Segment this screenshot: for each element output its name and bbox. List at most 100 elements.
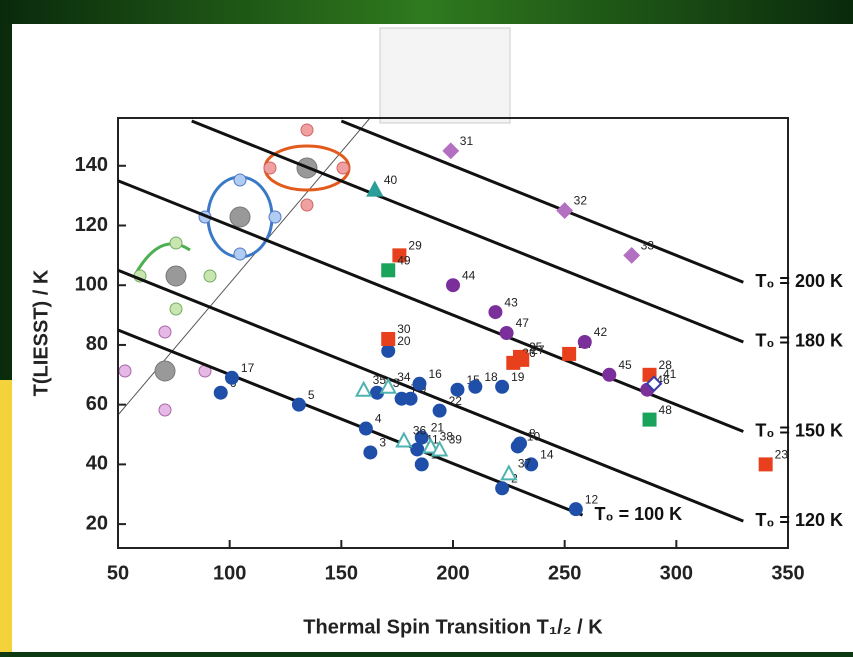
t0-line: [340, 119, 744, 284]
point-label: 10: [527, 430, 541, 444]
point: [450, 382, 465, 397]
point-label: 12: [585, 492, 599, 506]
point-label: 48: [659, 403, 673, 417]
point: [363, 445, 378, 460]
point-label: 44: [462, 268, 476, 282]
y-tick-label: 80: [86, 333, 108, 355]
point-label: 38: [440, 430, 454, 444]
point: [403, 391, 418, 406]
point: [381, 343, 396, 358]
point: [642, 412, 657, 427]
point-label: 34: [397, 370, 411, 384]
point-label: 27: [531, 343, 545, 357]
point-label: 49: [397, 253, 411, 267]
point: [358, 421, 373, 436]
point: [414, 430, 429, 445]
x-tick-label: 250: [548, 562, 581, 584]
point-label: 41: [663, 367, 677, 381]
side-strip: [0, 380, 14, 652]
point-label: 20: [397, 334, 411, 348]
point-label: 23: [775, 448, 789, 462]
point-label: 29: [408, 239, 422, 253]
point: [432, 403, 447, 418]
x-tick-label: 200: [436, 562, 469, 584]
t0-line: [117, 179, 744, 433]
point: [414, 457, 429, 472]
point-label: 25: [529, 340, 543, 354]
point: [513, 436, 527, 451]
x-tick-label: 100: [213, 562, 246, 584]
point: [602, 367, 617, 382]
point: [495, 481, 510, 496]
point-label: 14: [540, 448, 554, 462]
point-label: 22: [449, 394, 463, 408]
point-label: 18: [484, 370, 498, 384]
point: [430, 440, 449, 457]
x-tick-label: 350: [771, 562, 804, 584]
y-tick-label: 120: [75, 214, 108, 236]
point-label: 43: [504, 295, 518, 309]
point-label: 32: [574, 194, 588, 208]
x-tick-label: 150: [325, 562, 358, 584]
point-label: 47: [516, 316, 530, 330]
x-axis-label: Thermal Spin Transition T₁/₂ / K: [303, 616, 603, 638]
t0-label: T₀ = 120 K: [755, 510, 843, 530]
point-label: 28: [659, 358, 673, 372]
t0-line: [191, 119, 744, 344]
point-label: 21: [431, 421, 445, 435]
point-label: 30: [397, 322, 411, 336]
point: [468, 379, 483, 394]
point: [381, 331, 396, 346]
point-label: 35: [373, 373, 387, 387]
point: [213, 385, 228, 400]
point: [499, 326, 514, 340]
point-label: 37: [518, 457, 532, 471]
point-label: 4: [375, 412, 382, 426]
t0-label: T₀ = 200 K: [755, 271, 843, 291]
point-label: 36: [413, 424, 427, 438]
point-label: 8: [529, 427, 536, 441]
point-label: 16: [429, 367, 443, 381]
point-label: 39: [449, 433, 463, 447]
point: [495, 379, 510, 394]
y-tick-label: 20: [86, 512, 108, 534]
point: [395, 431, 413, 448]
point: [379, 377, 397, 394]
y-tick-label: 60: [86, 393, 108, 415]
point: [758, 457, 773, 472]
point-label: 42: [594, 325, 608, 339]
point: [421, 437, 440, 454]
x-tick-label: 50: [107, 562, 129, 584]
point: [568, 502, 583, 517]
t0-label: T₀ = 180 K: [755, 331, 843, 351]
point-label: 3: [379, 436, 386, 450]
point: [577, 334, 592, 349]
t0-label: T₀ = 100 K: [595, 504, 683, 524]
point: [562, 346, 577, 361]
point-label: 17: [241, 361, 255, 375]
point-label: 31: [460, 134, 474, 148]
point: [623, 246, 641, 264]
point: [392, 248, 407, 263]
point: [515, 352, 530, 367]
point: [500, 464, 518, 481]
point-label: 45: [618, 358, 632, 372]
molecule-decoration: [117, 27, 511, 417]
point: [488, 305, 503, 320]
point: [556, 202, 574, 219]
point-label: 5: [308, 388, 315, 402]
point-label: 7: [411, 382, 418, 396]
point: [412, 376, 427, 391]
point: [446, 278, 460, 293]
point-label: 40: [384, 173, 398, 187]
t0-line: [117, 268, 744, 523]
y-tick-label: 100: [75, 274, 108, 296]
point-label: 19: [511, 370, 525, 384]
point: [354, 380, 373, 397]
point: [645, 375, 663, 393]
point-label: 33: [641, 239, 655, 253]
point: [442, 142, 460, 160]
point: [291, 397, 306, 412]
y-tick-label: 140: [75, 154, 108, 176]
